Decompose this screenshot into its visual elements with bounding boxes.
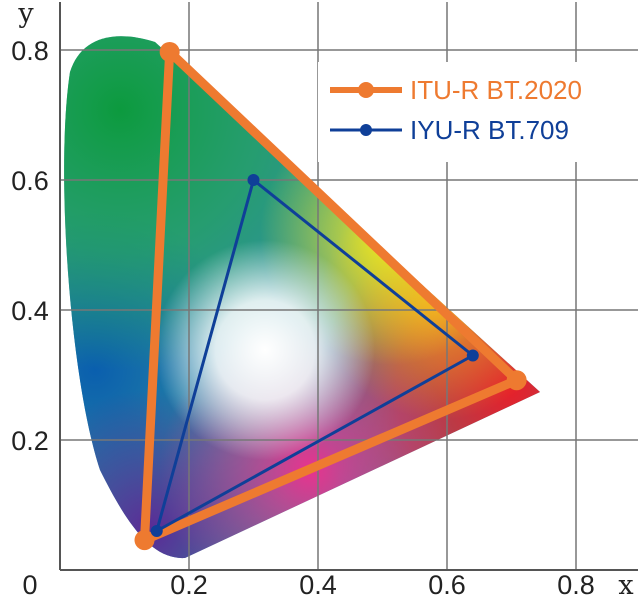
axes <box>59 2 638 571</box>
primary-point <box>134 530 155 551</box>
x-tick-label: 0.4 <box>299 570 337 600</box>
y-tick-label: 0.8 <box>11 36 49 66</box>
legend-item: ITU-R BT.2020 <box>330 75 582 105</box>
gamut-triangle <box>155 178 475 533</box>
primary-point <box>506 370 527 391</box>
legend-box <box>318 62 618 162</box>
x-axis-title: x <box>618 570 633 601</box>
legend-label: ITU-R BT.2020 <box>410 75 582 105</box>
primary-point <box>159 41 180 62</box>
legend-label: IYU-R BT.709 <box>410 115 569 145</box>
y-tick-label: 0.6 <box>11 166 49 196</box>
y-tick-label: 0.2 <box>11 426 49 456</box>
y-tick-label: 0.4 <box>11 296 49 326</box>
primary-point <box>150 525 163 537</box>
y-axis-title: y <box>17 0 34 29</box>
origin-label: 0 <box>22 570 37 600</box>
legend-swatch-marker <box>360 124 372 136</box>
tick-labels: 0.2 0.4 0.6 0.8 0.2 0.4 0.6 0.8 <box>11 36 595 600</box>
legend-swatch-marker <box>358 82 374 98</box>
x-tick-label: 0.6 <box>428 570 466 600</box>
gamut-triangle <box>139 47 522 545</box>
x-tick-label: 0.8 <box>557 570 595 600</box>
legend-item: IYU-R BT.709 <box>330 115 569 145</box>
series-bt2020 <box>134 41 527 551</box>
x-tick-label: 0.2 <box>170 570 208 600</box>
primary-point <box>247 174 260 186</box>
legend: ITU-R BT.2020 IYU-R BT.709 <box>318 62 618 162</box>
gamut-series <box>134 41 527 551</box>
primary-point <box>466 349 479 362</box>
series-bt709 <box>150 174 479 537</box>
